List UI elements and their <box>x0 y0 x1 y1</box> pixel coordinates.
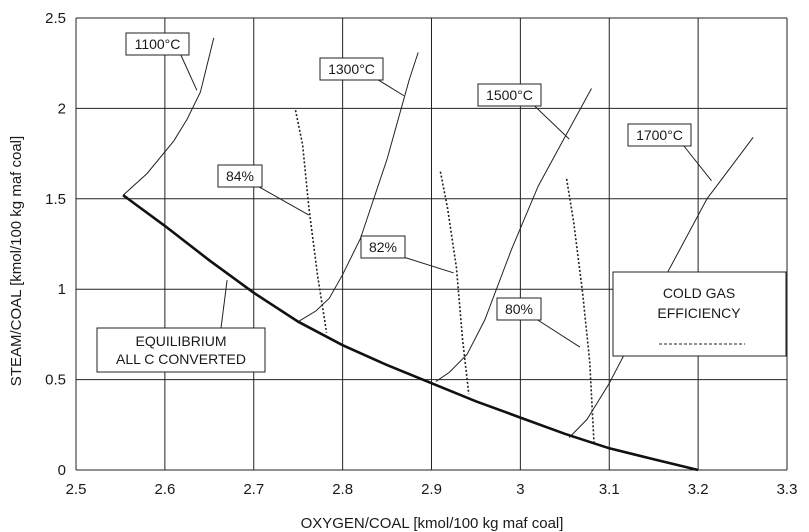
label-text: ALL C CONVERTED <box>116 351 246 367</box>
efficiency-label: 80% <box>496 297 581 348</box>
y-tick-labels: 0 0.5 1 1.5 2 2.5 <box>45 10 66 479</box>
legend: COLD GAS EFFICIENCY <box>612 271 787 357</box>
temperature-label: 1100°C <box>125 32 198 91</box>
label-box <box>360 235 406 259</box>
label-text: 82% <box>369 239 397 255</box>
leader-line <box>681 142 712 182</box>
legend-title-line1: COLD GAS <box>663 285 735 301</box>
x-tick-label: 3.2 <box>688 481 709 498</box>
leader-line <box>531 102 570 140</box>
efficiency-label: 82% <box>360 235 454 274</box>
x-tick-label: 2.7 <box>243 481 264 498</box>
label-box <box>217 164 263 188</box>
x-tick-label: 2.9 <box>421 481 442 498</box>
y-axis-label: STEAM/COAL [kmol/100 kg maf coal] <box>8 136 25 386</box>
legend-title-line2: EFFICIENCY <box>657 305 741 321</box>
label-text: 1700°C <box>636 127 683 143</box>
temperature-label: 1500°C <box>477 83 570 140</box>
efficiency-curve <box>565 178 595 445</box>
x-tick-label: 2.5 <box>66 481 87 498</box>
curve-labels: 1100°C 1300°C 1500°C 1700°C 84% 82% 80% EQUILIB… <box>96 32 712 373</box>
leader-line <box>179 51 198 91</box>
label-box <box>96 327 266 373</box>
label-box <box>125 32 190 56</box>
efficiency-curve <box>294 110 328 333</box>
leader-line <box>532 316 581 348</box>
y-tick-label: 2 <box>58 100 66 117</box>
temperature-label: 1700°C <box>627 123 712 182</box>
label-text: EQUILIBRIUM <box>135 333 226 349</box>
x-tick-label: 3.1 <box>599 481 620 498</box>
equilibrium-curve <box>122 194 699 472</box>
y-tick-label: 0 <box>58 462 66 479</box>
y-tick-label: 2.5 <box>45 10 66 27</box>
equilibrium-label: EQUILIBRIUM ALL C CONVERTED <box>96 280 266 373</box>
y-tick-label: 1 <box>58 281 66 298</box>
label-box <box>496 297 542 321</box>
leader-line <box>220 280 228 329</box>
leader-line <box>396 254 454 274</box>
x-tick-labels: 2.5 2.6 2.7 2.8 2.9 3 3.1 3.2 3.3 <box>66 481 798 498</box>
x-tick-label: 3 <box>516 481 524 498</box>
label-box <box>627 123 692 147</box>
x-axis-label: OXYGEN/COAL [kmol/100 kg maf coal] <box>301 515 564 532</box>
curves <box>122 37 754 472</box>
label-text: 1500°C <box>486 87 533 103</box>
label-text: 80% <box>505 301 533 317</box>
temperature-curve <box>122 37 215 196</box>
label-box <box>319 57 384 81</box>
efficiency-label: 84% <box>217 164 310 216</box>
y-tick-label: 0.5 <box>45 372 66 389</box>
label-text: 84% <box>226 168 254 184</box>
x-tick-label: 2.8 <box>332 481 353 498</box>
temperature-curve <box>297 52 419 323</box>
y-tick-label: 1.5 <box>45 191 66 208</box>
x-tick-label: 3.3 <box>777 481 798 498</box>
temperature-label: 1300°C <box>319 57 405 97</box>
label-box <box>477 83 542 107</box>
grid <box>75 17 788 471</box>
x-tick-label: 2.6 <box>154 481 175 498</box>
legend-box <box>612 271 787 357</box>
label-text: 1300°C <box>328 61 375 77</box>
efficiency-curve <box>439 171 470 395</box>
label-text: 1100°C <box>135 36 181 52</box>
leader-line <box>253 183 310 216</box>
temperature-curve <box>435 88 592 382</box>
